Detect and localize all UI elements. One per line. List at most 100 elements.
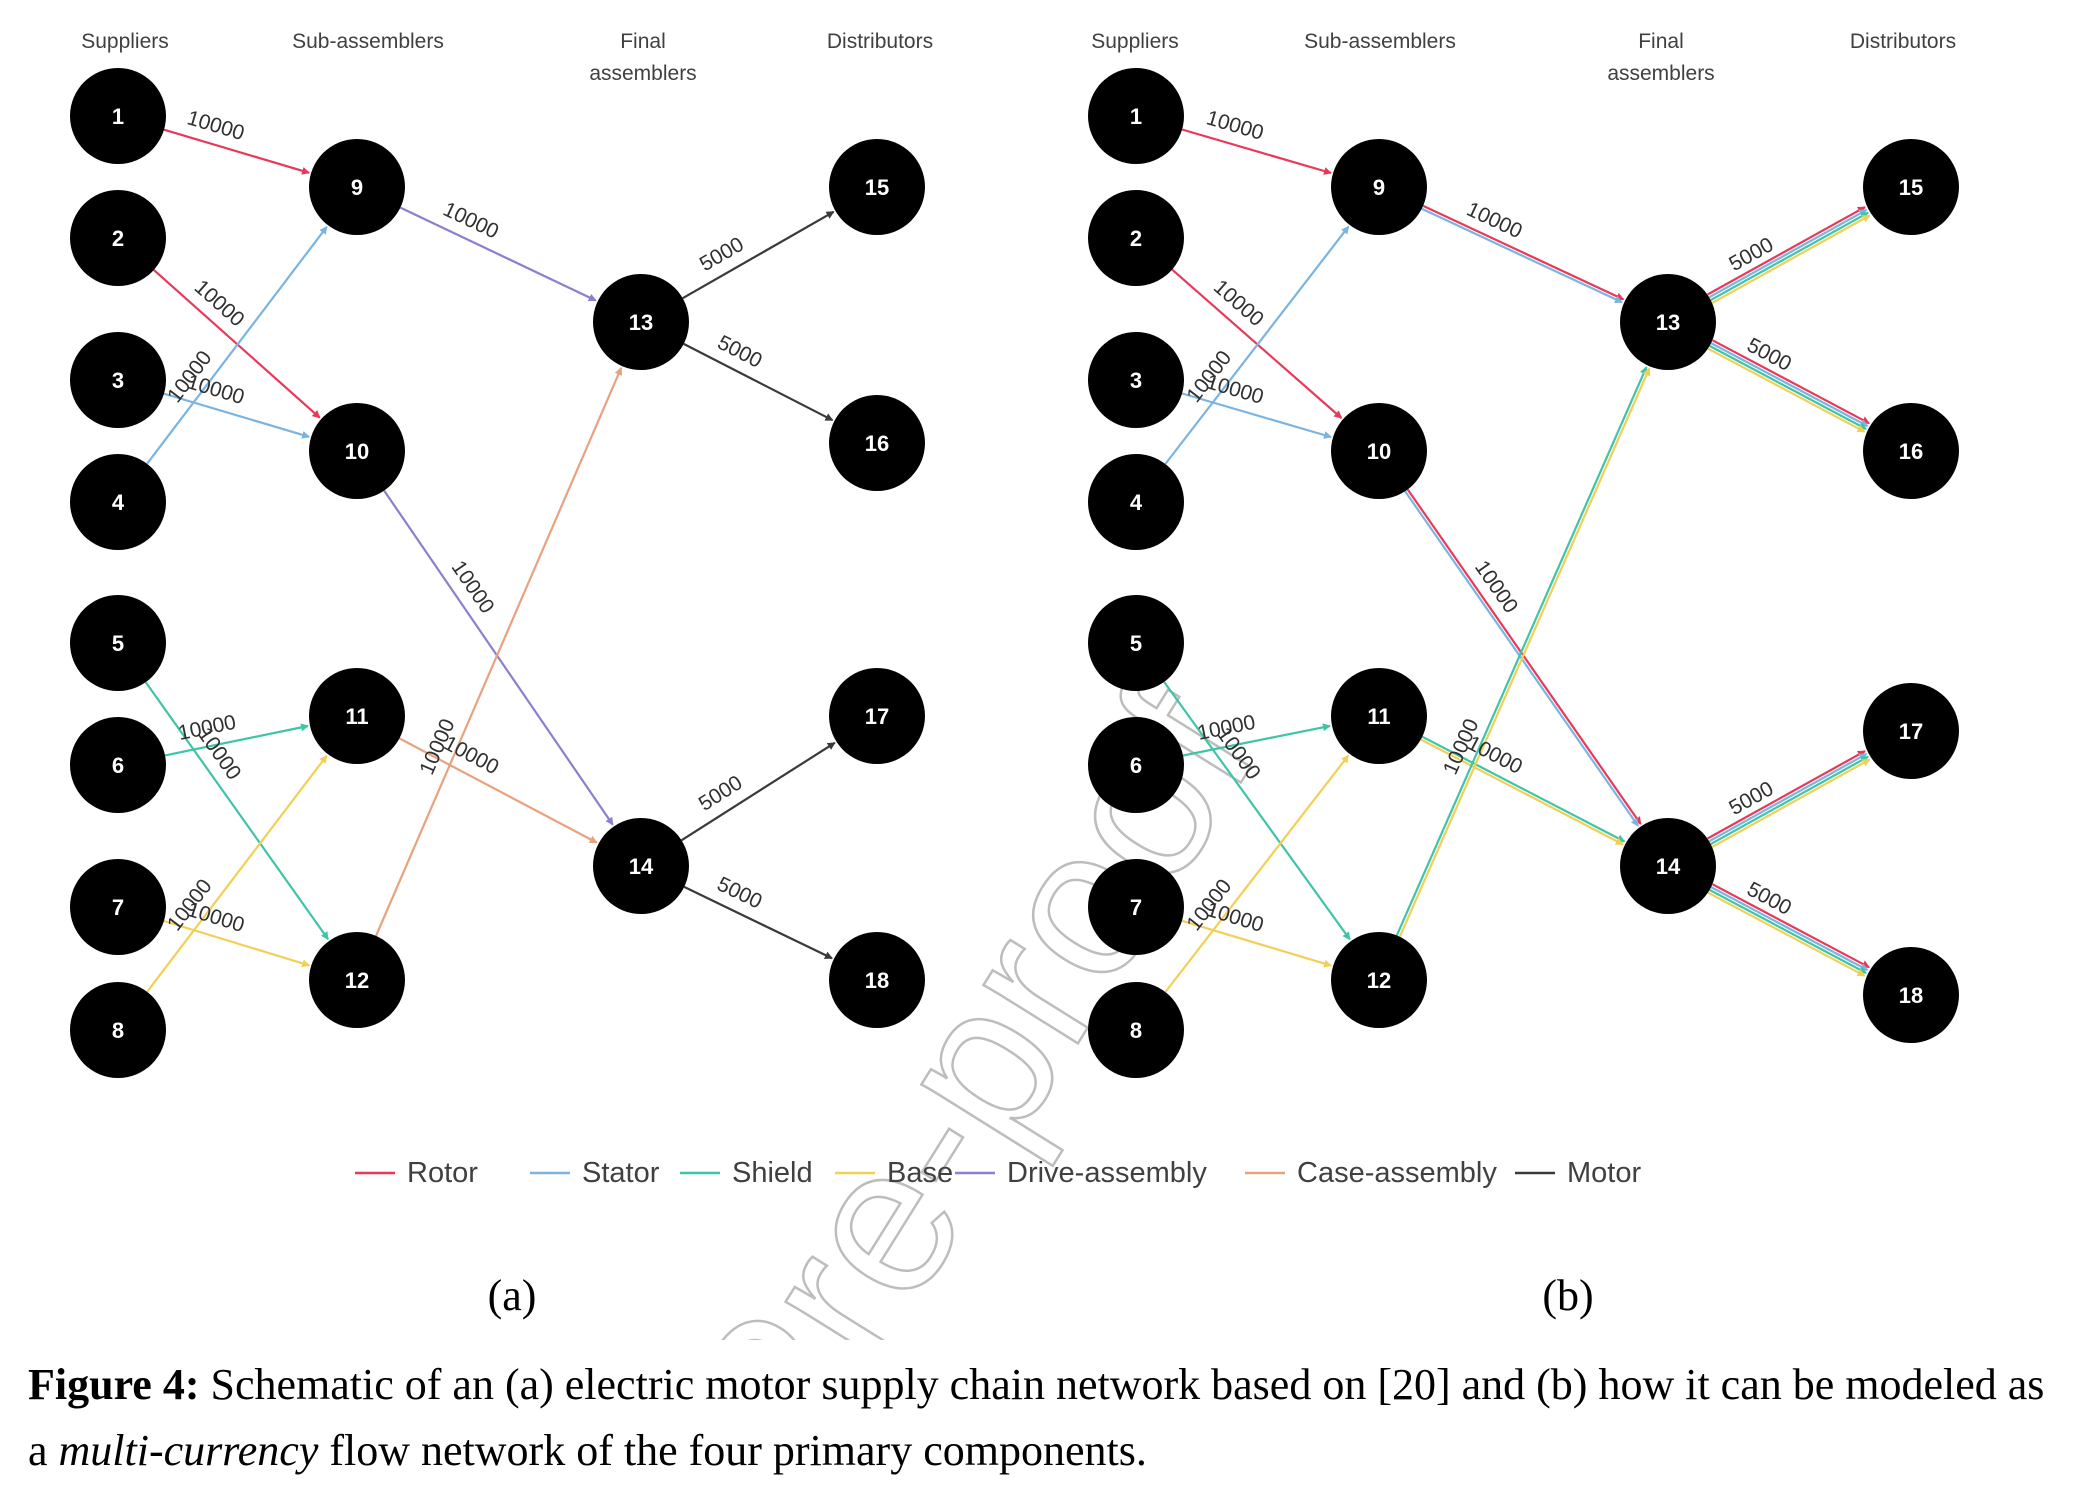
panel-b-node-6-label: 6 — [1130, 753, 1142, 778]
panel-a-edge-8-11-base — [146, 755, 328, 993]
panel-a-node-1-label: 1 — [112, 104, 124, 129]
panel-a-node-10: 10 — [309, 403, 405, 499]
panel-a-edge-13-15-motor — [682, 210, 835, 300]
panel-b-edge-14-17-base — [1711, 758, 1871, 848]
panel-a-edge-label: 10000 — [440, 198, 503, 244]
legend-item-stator: Stator — [530, 1157, 660, 1189]
panel-b-edge-13-15-rotor — [1707, 206, 1866, 296]
panel-a-edge-3-10-stator — [163, 392, 311, 439]
panel-a-node-6-circle — [70, 717, 166, 813]
legend-item-motor: Motor — [1515, 1157, 1641, 1189]
panel-a-node-5: 5 — [70, 595, 166, 691]
panel-a-node-17: 17 — [829, 668, 925, 764]
caption-figure-label: Figure 4: — [28, 1360, 200, 1409]
panel-a-node-16: 16 — [829, 395, 925, 491]
panel-b-node-8: 8 — [1088, 982, 1184, 1078]
panel-b-edge-10-14-rotor — [1406, 488, 1642, 825]
figure-caption: Figure 4: Schematic of an (a) electric m… — [28, 1352, 2068, 1484]
panel-a-node-4-circle — [70, 454, 166, 550]
panel-b-node-9-circle — [1331, 139, 1427, 235]
legend-label-stator: Stator — [582, 1157, 660, 1189]
panel-a-label: (a) — [488, 1271, 537, 1320]
panel-b-node-10-label: 10 — [1367, 439, 1391, 464]
panel-a-node-12: 12 — [309, 932, 405, 1028]
panel-a-network: Suppliers Sub-assemblers Final assembler… — [70, 30, 933, 1320]
panel-b-column-headers: Suppliers Sub-assemblers Final assembler… — [1091, 30, 1956, 85]
panel-a-node-15: 15 — [829, 139, 925, 235]
panel-b-node-1-circle — [1088, 68, 1184, 164]
panel-a-header-distributors: Distributors — [827, 30, 933, 53]
panel-a-edge-4-9-stator — [146, 226, 328, 465]
panel-a-node-9-label: 9 — [351, 175, 363, 200]
panel-b-node-17-label: 17 — [1899, 719, 1923, 744]
panel-a-edge-13-16-motor — [683, 342, 834, 422]
panel-a-edges — [144, 128, 836, 993]
panel-b-node-4-label: 4 — [1130, 490, 1143, 515]
panel-a-node-11-label: 11 — [345, 704, 368, 729]
panel-a-node-14: 14 — [593, 818, 689, 914]
panel-b-edge-13-15-stator — [1708, 208, 1868, 299]
panel-b-edge-label: 10000 — [1463, 198, 1526, 244]
panel-a-node-2-circle — [70, 190, 166, 286]
panel-b-header-sub-assemblers: Sub-assemblers — [1304, 30, 1456, 53]
panel-a-node-9-circle — [309, 139, 405, 235]
panel-a-node-11: 11 — [309, 668, 405, 764]
panel-a-node-17-label: 17 — [865, 704, 889, 729]
caption-text-2: flow network of the four primary compone… — [318, 1426, 1147, 1475]
panel-a-edge-label: 5000 — [714, 331, 766, 373]
panel-b-node-5: 5 — [1088, 595, 1184, 691]
panel-b-node-9-label: 9 — [1373, 175, 1385, 200]
panel-a-node-10-circle — [309, 403, 405, 499]
panel-a-node-15-label: 15 — [865, 175, 889, 200]
panel-a-node-13-circle — [593, 274, 689, 370]
panel-b-node-11-circle — [1331, 668, 1427, 764]
panel-a-node-7-label: 7 — [112, 895, 124, 920]
panel-b-node-1: 1 — [1088, 68, 1184, 164]
legend-label-shield: Shield — [732, 1157, 813, 1189]
panel-b-edge-9-13-rotor — [1422, 204, 1625, 301]
legend-label-base: Base — [887, 1157, 953, 1189]
panel-a-edge-10-14-drive-assembly — [383, 489, 614, 826]
panel-a-node-6: 6 — [70, 717, 166, 813]
legend-label-motor: Motor — [1567, 1157, 1641, 1189]
panel-a-node-6-label: 6 — [112, 753, 124, 778]
panel-a-edge-label: 10000 — [447, 556, 499, 617]
panel-b-header-distributors: Distributors — [1850, 30, 1956, 53]
panel-b-node-4: 4 — [1088, 454, 1184, 550]
panel-a-edge-1-9-rotor — [163, 128, 311, 175]
panel-b-edge-14-18-stator — [1710, 886, 1869, 972]
panel-b-node-14-circle — [1620, 818, 1716, 914]
panel-a-node-14-circle — [593, 818, 689, 914]
panel-b-node-10-circle — [1331, 403, 1427, 499]
panel-a-node-12-circle — [309, 932, 405, 1028]
panel-a-edge-7-12-base — [163, 919, 311, 968]
panel-b-node-15-circle — [1863, 139, 1959, 235]
panel-b-node-16: 16 — [1863, 403, 1959, 499]
panel-a-edge-14-18-motor — [683, 885, 833, 960]
panel-b-edge-14-18-base — [1707, 891, 1866, 977]
panel-a-edge-label: 5000 — [695, 771, 747, 815]
panel-b-edge-13-16-stator — [1710, 342, 1869, 428]
panel-b-node-18-circle — [1863, 947, 1959, 1043]
legend: Rotor Stator Shield Base Drive-assembly Case-… — [355, 1157, 1641, 1189]
legend-item-case-assembly: Case-assembly — [1245, 1157, 1497, 1189]
panel-a-node-5-label: 5 — [112, 631, 124, 656]
panel-a-node-12-label: 12 — [345, 968, 369, 993]
panel-b-edge-4-9-stator — [1164, 225, 1350, 465]
panel-b-node-8-label: 8 — [1130, 1018, 1142, 1043]
panel-b-node-6-circle — [1088, 717, 1184, 813]
panel-b-edge-label: 10000 — [1470, 556, 1522, 617]
panel-b-edge-14-17-rotor — [1707, 750, 1866, 840]
panel-b-node-5-label: 5 — [1130, 631, 1142, 656]
panel-a-node-3-circle — [70, 332, 166, 428]
panel-b-node-2-circle — [1088, 190, 1184, 286]
panel-b-node-7: 7 — [1088, 859, 1184, 955]
legend-item-drive-assembly: Drive-assembly — [955, 1157, 1207, 1189]
panel-b-node-17: 17 — [1863, 683, 1959, 779]
panel-b-node-11-label: 11 — [1367, 704, 1390, 729]
panel-a-node-2: 2 — [70, 190, 166, 286]
panel-a-node-8-circle — [70, 982, 166, 1078]
panel-b-network: Suppliers Sub-assemblers Final assembler… — [1088, 30, 1959, 1320]
panel-b-node-9: 9 — [1331, 139, 1427, 235]
